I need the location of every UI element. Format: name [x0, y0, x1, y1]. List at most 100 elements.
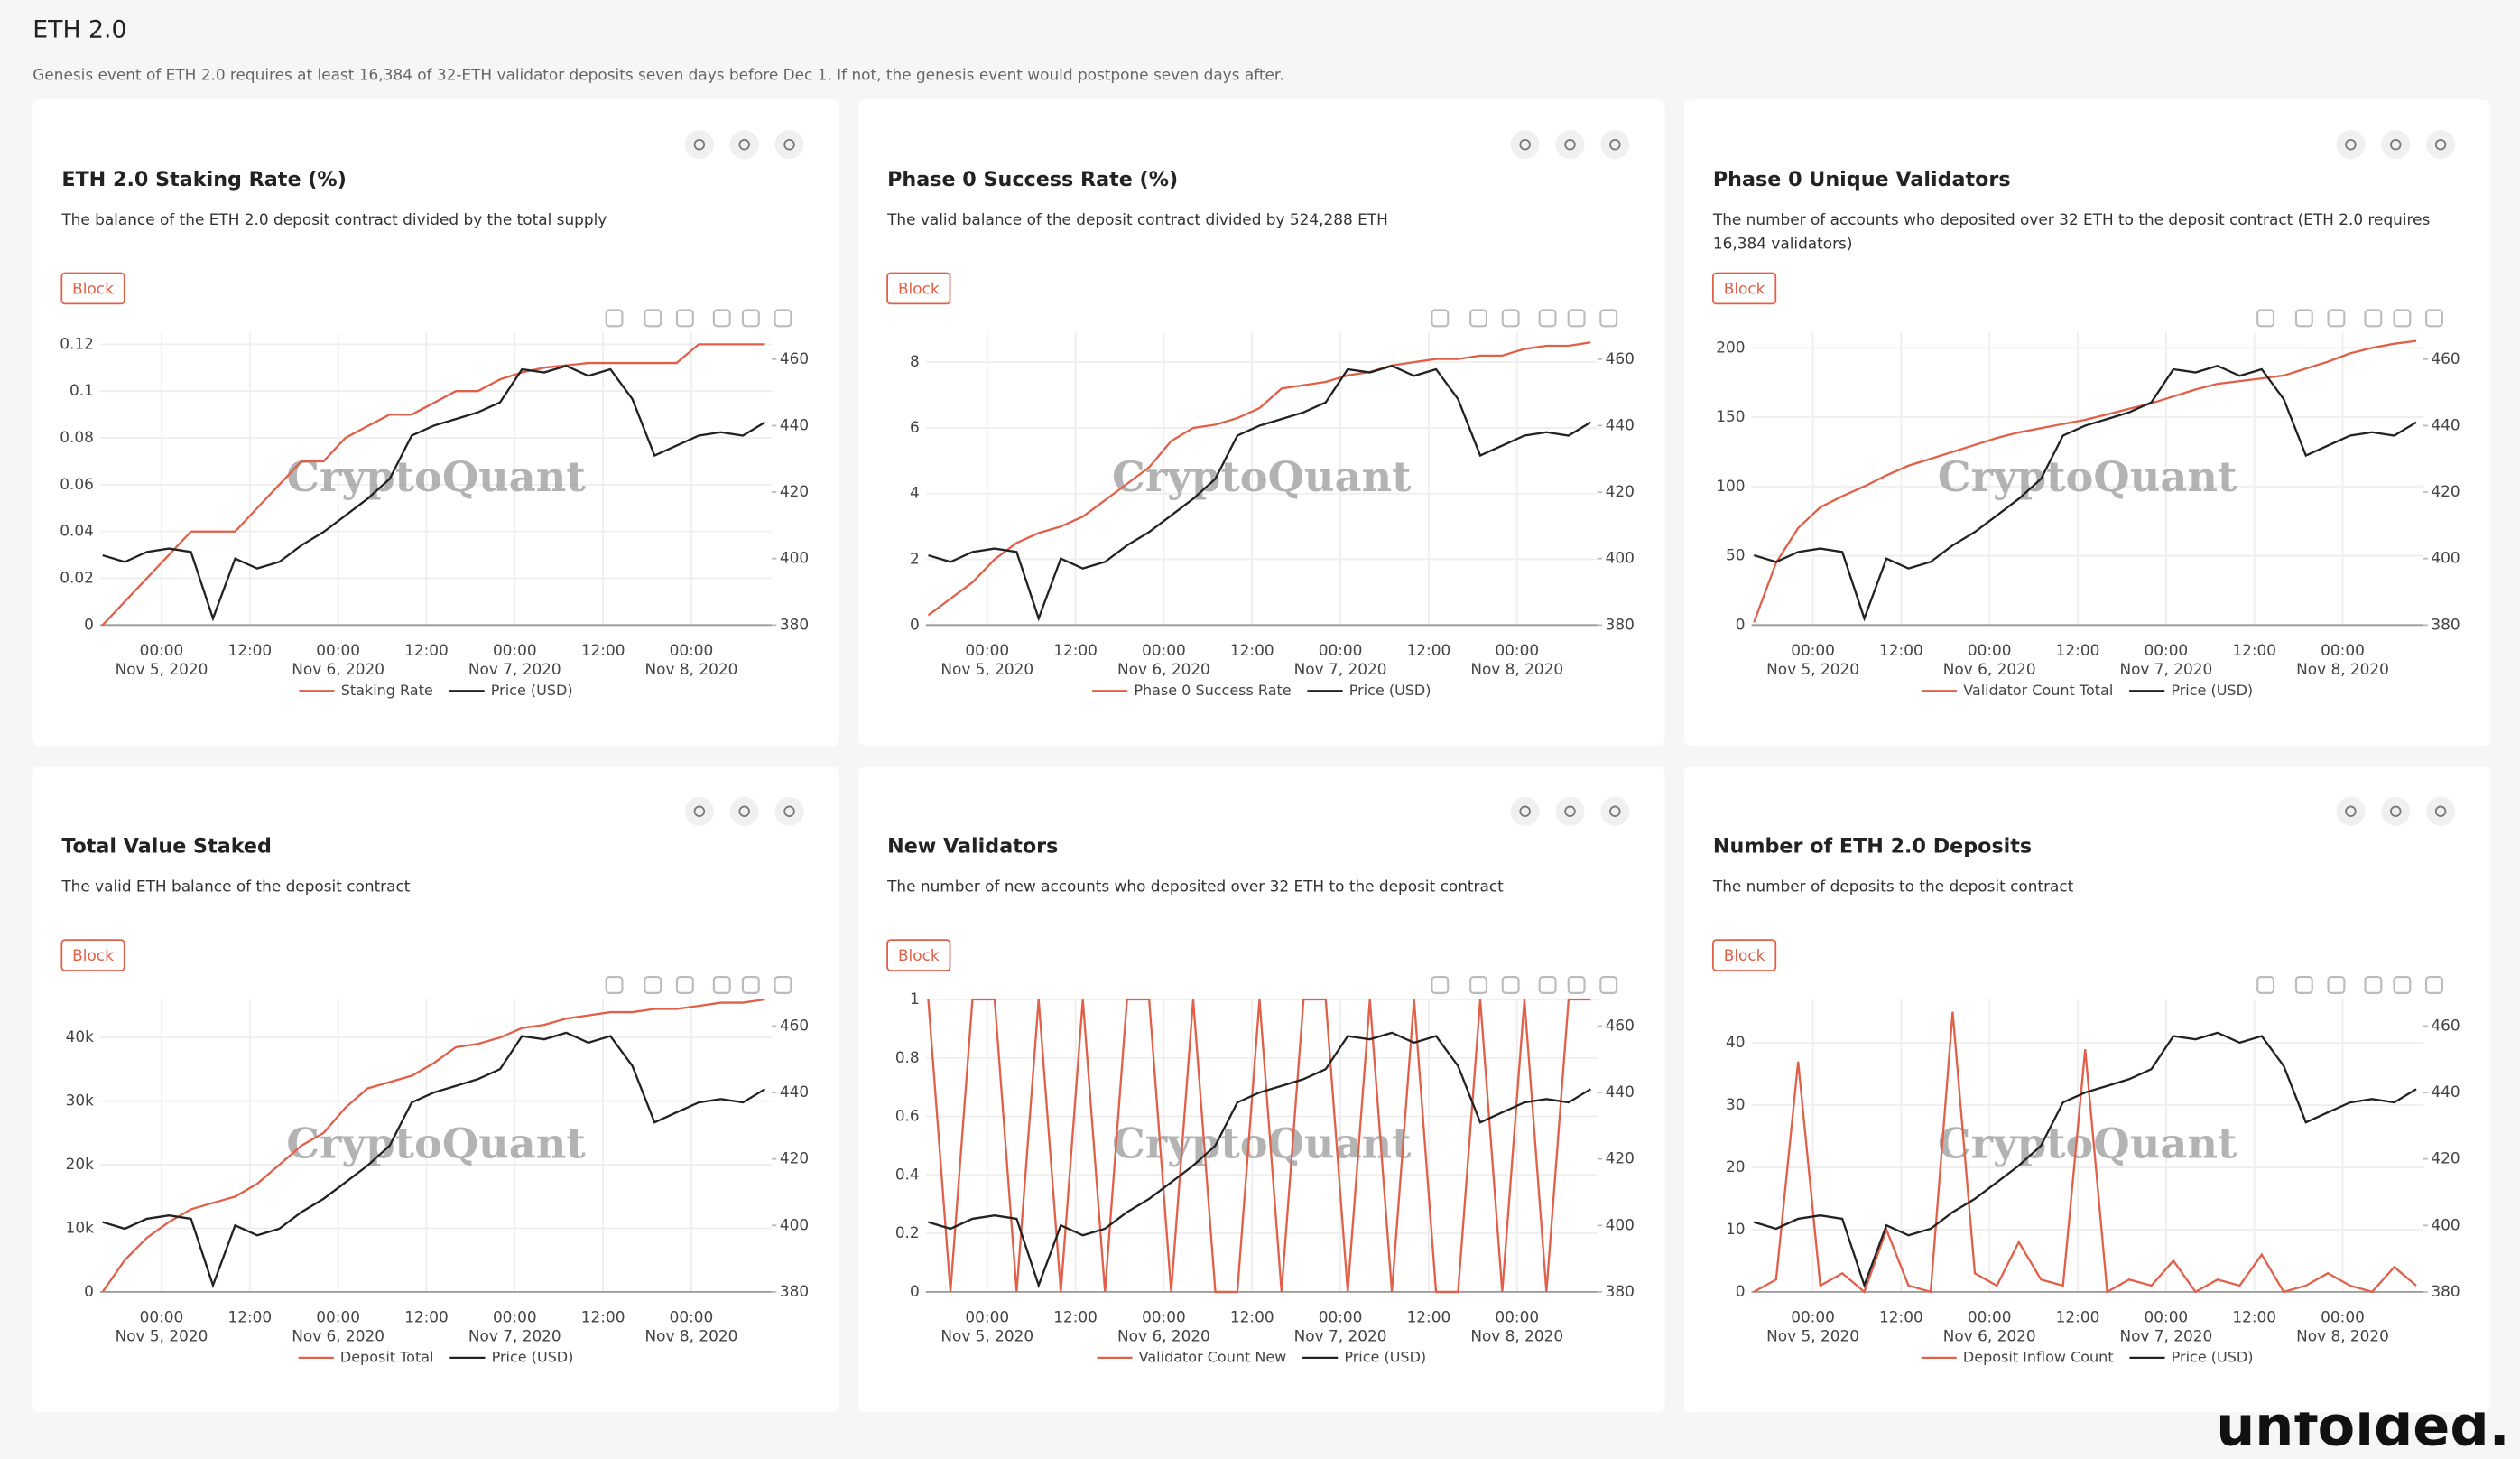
x-tick-date: Nov 7, 2020 — [468, 660, 561, 678]
y-tick-label: 10 — [1726, 1220, 1746, 1238]
y-tick-label: 0.06 — [60, 475, 94, 493]
x-tick-label: 00:00 — [1142, 1307, 1186, 1325]
modebar-button[interactable] — [2425, 976, 2443, 994]
modebar-button[interactable] — [2364, 976, 2383, 994]
chart-card: ETH 2.0 Staking Rate (%) The balance of t… — [32, 99, 839, 746]
modebar-button[interactable] — [1501, 976, 1520, 994]
alert-button[interactable] — [774, 130, 804, 160]
icon-glyph — [693, 138, 706, 151]
modebar-button[interactable] — [2294, 976, 2313, 994]
x-tick-label: 12:00 — [1407, 641, 1451, 659]
modebar-button[interactable] — [1567, 976, 1586, 994]
modebar-button[interactable] — [1469, 309, 1488, 328]
alert-button[interactable] — [2426, 796, 2456, 826]
modebar-button[interactable] — [675, 309, 694, 328]
legend-label: Staking Rate — [341, 682, 433, 699]
star-button[interactable] — [1510, 796, 1540, 826]
modebar-button[interactable] — [1431, 976, 1450, 994]
modebar-button[interactable] — [1469, 976, 1488, 994]
x-tick-date: Nov 5, 2020 — [1766, 1327, 1859, 1345]
y-tick-label: 0 — [1736, 615, 1746, 633]
star-button[interactable] — [1510, 130, 1540, 160]
modebar-button[interactable] — [1538, 976, 1557, 994]
modebar-button[interactable] — [605, 309, 624, 328]
modebar-button[interactable] — [2256, 309, 2275, 328]
modebar-button[interactable] — [644, 309, 662, 328]
alert-button[interactable] — [774, 796, 804, 826]
modebar-button[interactable] — [2327, 976, 2346, 994]
x-tick-label: 00:00 — [316, 641, 360, 659]
x-tick-label: 12:00 — [581, 641, 625, 659]
modebar-button[interactable] — [2393, 976, 2412, 994]
alert-button[interactable] — [1600, 130, 1630, 160]
modebar-button[interactable] — [1599, 976, 1618, 994]
series-line — [101, 998, 765, 1293]
modebar-button[interactable] — [605, 976, 624, 994]
y2-tick-label: 460 — [1606, 1016, 1635, 1034]
series-line — [1753, 1031, 2417, 1289]
chart-subtitle: The number of new accounts who deposited… — [886, 877, 1504, 895]
expand-button[interactable] — [2381, 130, 2411, 160]
modebar-button[interactable] — [774, 976, 792, 994]
modebar-button[interactable] — [675, 976, 694, 994]
x-tick-label: 12:00 — [404, 641, 449, 659]
y-tick-label: 0 — [84, 1282, 94, 1300]
y-tick-label: 0.6 — [895, 1107, 920, 1125]
star-button[interactable] — [2336, 796, 2366, 826]
star-button[interactable] — [684, 796, 714, 826]
modebar-button[interactable] — [741, 976, 760, 994]
series-line — [101, 343, 765, 627]
watermark: CryptoQuant — [1112, 1120, 1412, 1168]
alert-button[interactable] — [1600, 796, 1630, 826]
modebar-button[interactable] — [2327, 309, 2346, 328]
y2-tick-label: 380 — [780, 615, 809, 633]
x-tick-date: Nov 5, 2020 — [116, 660, 208, 678]
x-tick-label: 12:00 — [581, 1307, 625, 1325]
x-tick-date: Nov 6, 2020 — [1943, 1327, 2036, 1345]
watermark: CryptoQuant — [1112, 452, 1412, 501]
modebar-button[interactable] — [644, 976, 662, 994]
modebar-button[interactable] — [2364, 309, 2383, 328]
y-tick-label: 0.8 — [895, 1048, 920, 1066]
expand-button[interactable] — [1555, 130, 1585, 160]
modebar-button[interactable] — [1501, 309, 1520, 328]
modebar-button[interactable] — [2425, 309, 2443, 328]
y-tick-label: 20k — [66, 1155, 94, 1173]
chart-title: Phase 0 Unique Validators — [1713, 168, 2011, 191]
expand-button[interactable] — [1555, 796, 1585, 826]
expand-button[interactable] — [729, 796, 759, 826]
modebar-button[interactable] — [1431, 309, 1450, 328]
card-background — [858, 99, 1665, 746]
modebar-button[interactable] — [2294, 309, 2313, 328]
y2-tick-label: 440 — [780, 415, 809, 433]
badge-label: Block — [72, 279, 114, 297]
y-tick-label: 0 — [1736, 1282, 1746, 1300]
star-button[interactable] — [2336, 130, 2366, 160]
icon-glyph — [1519, 138, 1531, 151]
badge-box — [60, 272, 125, 305]
x-tick-date: Nov 6, 2020 — [292, 660, 384, 678]
modebar-button[interactable] — [2256, 976, 2275, 994]
chart-subtitle: The number of accounts who deposited ove… — [1712, 210, 2430, 253]
series-line — [1753, 1011, 2417, 1294]
legend-label: Price (USD) — [2171, 682, 2253, 699]
x-tick-label: 00:00 — [1142, 641, 1186, 659]
expand-button[interactable] — [729, 130, 759, 160]
modebar-button[interactable] — [712, 309, 731, 328]
y-tick-label: 0.4 — [895, 1165, 920, 1183]
modebar-button[interactable] — [741, 309, 760, 328]
expand-button[interactable] — [2381, 796, 2411, 826]
alert-button[interactable] — [2426, 130, 2456, 160]
modebar-button[interactable] — [712, 976, 731, 994]
modebar-button[interactable] — [774, 309, 792, 328]
modebar-button[interactable] — [1599, 309, 1618, 328]
x-tick-label: 12:00 — [1053, 641, 1098, 659]
star-button[interactable] — [684, 130, 714, 160]
x-tick-label: 00:00 — [493, 1307, 537, 1325]
y-tick-label: 0 — [910, 1282, 920, 1300]
x-tick-label: 00:00 — [493, 641, 537, 659]
modebar-button[interactable] — [1538, 309, 1557, 328]
modebar-button[interactable] — [2393, 309, 2412, 328]
modebar-button[interactable] — [1567, 309, 1586, 328]
